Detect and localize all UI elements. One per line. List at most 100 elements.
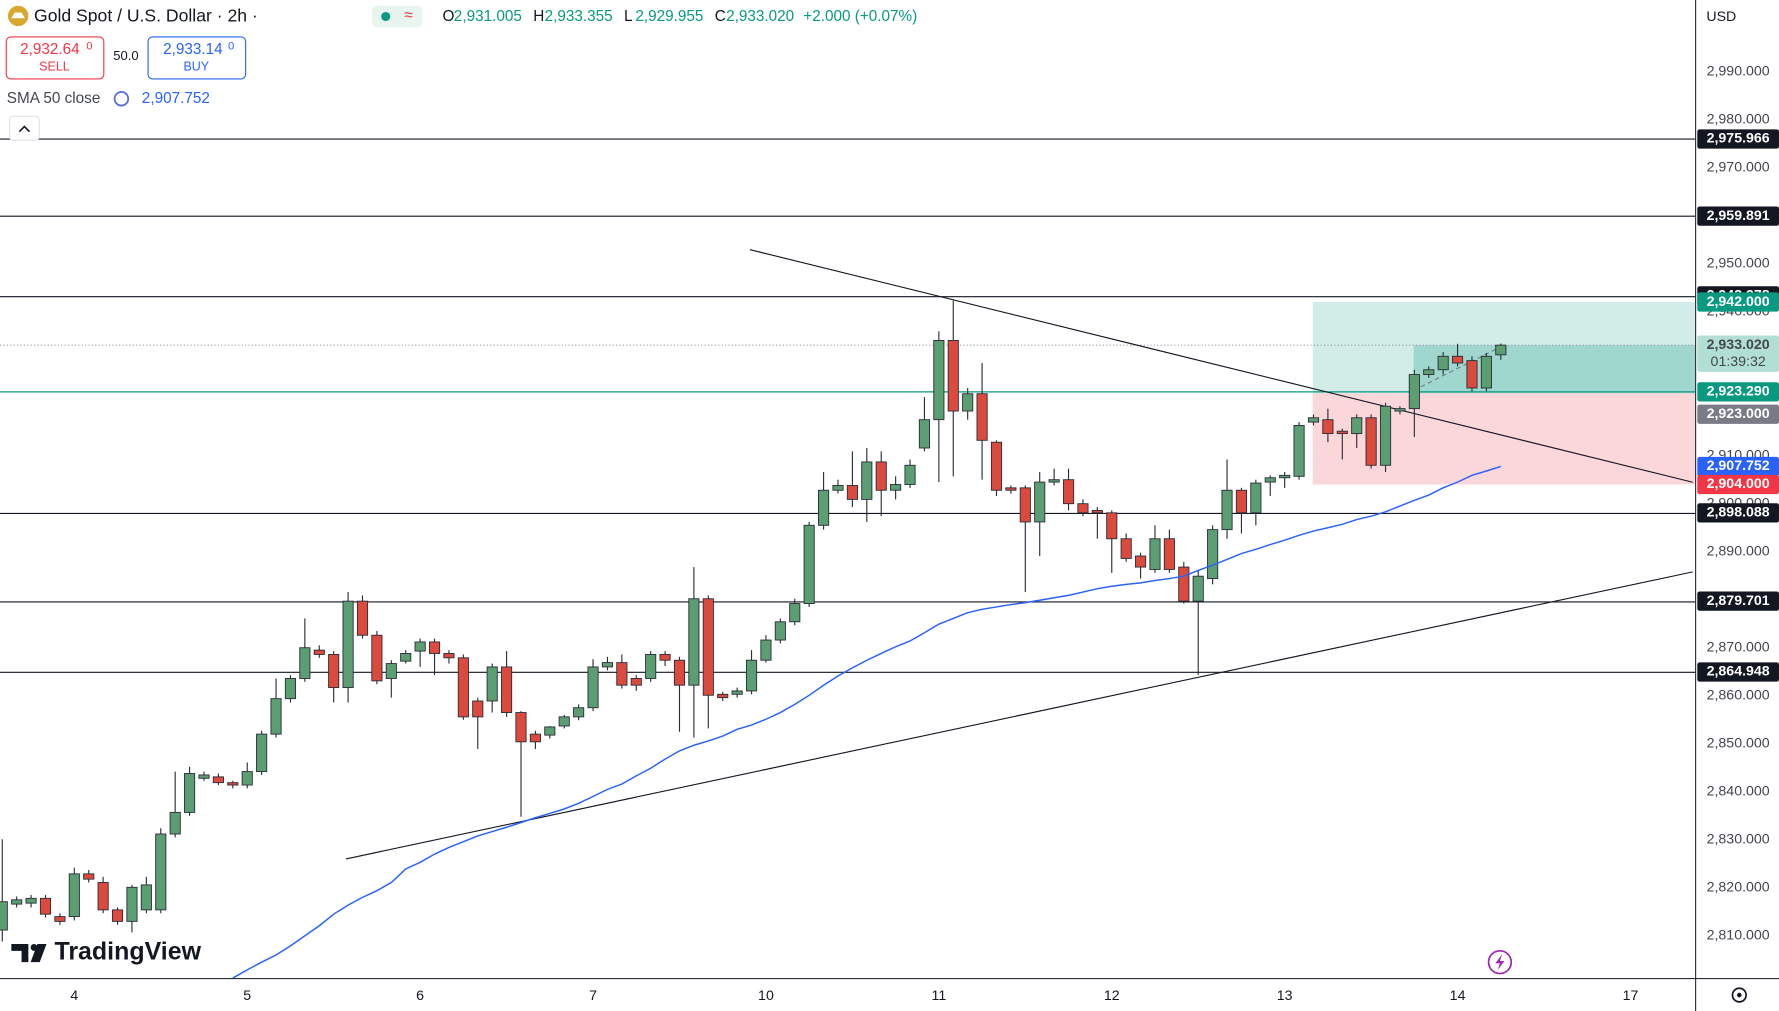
candle <box>1005 485 1017 494</box>
x-tick-label: 12 <box>1104 988 1120 1004</box>
sell-button[interactable] <box>5 36 105 80</box>
candle-body <box>385 663 397 679</box>
candle <box>1322 408 1334 443</box>
level-label-bg <box>1697 591 1779 611</box>
sma-line <box>232 465 1502 979</box>
candle <box>328 651 340 703</box>
candle-body <box>299 647 311 679</box>
candle <box>601 656 614 671</box>
indicator-icon[interactable] <box>113 91 130 107</box>
y-tick-label: 2,870.000 <box>1707 639 1770 655</box>
candle-body <box>1149 538 1161 570</box>
candle-body <box>1207 529 1219 580</box>
candle <box>443 650 455 664</box>
settings-button[interactable] <box>1731 987 1747 1003</box>
candle-body <box>68 873 80 918</box>
candle-body <box>1120 538 1132 559</box>
candle-body <box>1221 489 1233 531</box>
candle-body <box>630 678 642 686</box>
candle <box>68 867 80 921</box>
candle <box>83 870 95 883</box>
candle-body <box>1322 419 1334 435</box>
candle <box>1351 414 1363 448</box>
candle <box>875 451 887 517</box>
candle-body <box>25 897 37 904</box>
candle-body <box>1293 424 1305 477</box>
status-badge[interactable] <box>372 5 423 28</box>
candle <box>1452 343 1464 367</box>
candle <box>241 762 253 789</box>
bid-label: 2,923.290 <box>1707 384 1770 400</box>
candle <box>616 654 628 689</box>
candle-body <box>1163 538 1175 570</box>
candle <box>1307 414 1320 426</box>
candle-body <box>846 484 858 500</box>
candle <box>515 711 527 817</box>
buy-button[interactable] <box>147 36 247 80</box>
countdown: 01:39:32 <box>1711 354 1766 370</box>
candle <box>371 630 383 685</box>
currency[interactable]: USD <box>1706 9 1736 25</box>
candles <box>0 300 1507 942</box>
candle-body <box>1178 566 1190 602</box>
candle-body <box>313 649 325 655</box>
candle-body <box>1466 360 1478 389</box>
candle-body <box>904 464 916 485</box>
candle-body <box>486 666 498 702</box>
candle-body <box>976 393 988 441</box>
candle <box>1336 428 1348 460</box>
y-tick-label: 2,850.000 <box>1707 736 1770 752</box>
candle-body <box>616 662 628 686</box>
candle <box>918 397 931 452</box>
y-tick-label: 2,860.000 <box>1707 687 1770 703</box>
trend-line <box>345 571 1693 860</box>
logo-mark <box>11 944 47 963</box>
candle-body <box>328 653 340 689</box>
candle-body <box>1307 417 1320 423</box>
candle <box>111 907 124 925</box>
candle <box>1192 569 1204 676</box>
level-label-bg <box>1697 206 1779 226</box>
level-label: 2,879.701 <box>1707 593 1770 609</box>
candle <box>1437 351 1449 375</box>
time-axis-bg <box>0 978 1696 1011</box>
candle-body <box>428 641 441 654</box>
candle <box>1221 459 1233 539</box>
logo-dot <box>30 944 38 951</box>
ohlc-value: 2,929.955 <box>635 8 703 25</box>
candle-body <box>356 600 369 636</box>
candle <box>342 592 354 703</box>
candle <box>933 331 945 483</box>
entry-label: 2,923.000 <box>1707 406 1770 422</box>
collapse-button[interactable] <box>9 115 40 141</box>
candle <box>1034 472 1046 557</box>
candle <box>645 651 657 682</box>
y-tick-label: 2,890.000 <box>1707 543 1770 559</box>
open-profit-zone <box>1413 345 1696 394</box>
sell-label: SELL <box>39 59 70 73</box>
candle <box>284 675 297 703</box>
candle-body <box>1077 503 1089 514</box>
ohlc-value: 2,933.355 <box>545 8 613 25</box>
candle <box>774 618 786 644</box>
level-label-bg <box>1697 503 1779 523</box>
candle-body <box>947 339 959 412</box>
candle <box>962 387 974 420</box>
candle-body <box>11 899 23 905</box>
candle <box>558 714 570 729</box>
candle-body <box>342 600 354 689</box>
candle <box>1408 369 1420 437</box>
ohlc-key: H <box>533 8 544 25</box>
candle-body <box>1019 487 1031 523</box>
candle <box>990 440 1003 497</box>
candle <box>1062 468 1075 511</box>
logo-text[interactable]: TradingView <box>54 938 201 966</box>
candle-body <box>731 690 743 695</box>
candle <box>544 725 556 739</box>
y-tick-label: 2,840.000 <box>1707 784 1770 800</box>
sma-label-bg <box>1697 456 1779 477</box>
candle <box>1077 499 1089 517</box>
y-tick-label: 2,980.000 <box>1707 111 1770 127</box>
candle <box>1106 510 1118 573</box>
candle <box>688 567 700 738</box>
